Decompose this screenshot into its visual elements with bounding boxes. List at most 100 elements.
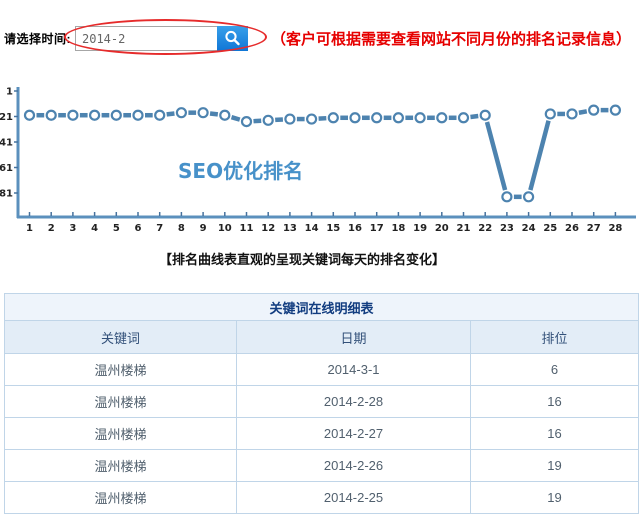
x-axis-label: 12 [261,223,275,234]
x-axis-label: 5 [113,223,120,234]
column-header: 排位 [469,320,640,354]
table-row: 温州楼梯 2014-3-1 6 [4,353,640,386]
data-point-marker [240,115,253,128]
chart-title: SEO优化排名 [178,159,303,183]
column-header: 关键词 [4,320,237,354]
x-axis-label: 16 [348,223,362,234]
chart-line-segment [578,109,588,115]
data-point-marker [392,112,404,124]
table-row: 温州楼梯 2014-2-28 16 [4,385,640,418]
x-axis-label: 11 [240,223,254,234]
data-point-marker [132,109,144,121]
data-point-marker [457,112,470,124]
table-header-row: 关键词 日期 排位 [4,320,640,354]
date-input[interactable] [75,26,217,51]
table-title: 关键词在线明细表 [3,293,640,321]
date-cell: 2014-2-27 [236,417,471,450]
x-axis-label: 22 [478,223,492,234]
table-title-row: 关键词在线明细表 [3,293,640,321]
x-axis-label: 17 [370,223,384,234]
x-axis-label: 23 [500,223,514,234]
data-point-marker [110,109,122,121]
x-axis-label: 13 [283,223,297,234]
data-point-marker [45,109,57,121]
keyword-detail-table: 关键词在线明细表 关键词 日期 排位 温州楼梯 2014-3-1 6 温州楼梯 2014-2… [3,293,640,514]
table-row: 温州楼梯 2014-2-25 19 [4,481,640,514]
search-button[interactable] [217,26,248,51]
data-point-marker [67,109,79,121]
chart-line-segment [470,113,479,120]
data-point-marker [88,109,101,121]
data-point-marker [544,108,556,120]
x-axis-label: 25 [543,223,557,234]
data-point-marker [219,109,231,121]
data-point-marker [414,112,426,124]
data-point-marker [522,191,535,203]
data-point-marker [175,107,187,119]
date-cell: 2014-3-1 [236,353,471,386]
y-axis-label: 1 [6,87,13,98]
data-point-marker [349,112,361,124]
x-axis-label: 19 [413,223,427,234]
x-axis-label: 3 [69,223,76,234]
chart-line-segment [166,111,175,117]
y-axis-label: 61 [0,163,13,174]
rank-cell: 19 [469,481,640,514]
x-axis-label: 1 [26,223,33,234]
rank-cell: 16 [469,417,640,450]
rank-cell: 16 [469,385,640,418]
x-axis-label: 18 [391,223,405,234]
date-filter-label: 请选择时间: [4,32,71,46]
y-axis-label: 81 [0,189,13,200]
x-axis-label: 6 [135,223,142,234]
x-axis-label: 26 [565,223,579,234]
rank-cell: 19 [469,449,640,482]
x-axis-label: 15 [326,223,340,234]
chart-line-segment [230,115,241,122]
date-cell: 2014-2-26 [236,449,471,482]
data-point-marker [327,112,339,124]
chart-caption: 【排名曲线表直观的呈现关键词每天的排名变化】 [158,252,445,267]
chart-line-segment [209,111,219,117]
x-axis-label: 7 [156,223,163,234]
x-axis-label: 20 [435,223,449,234]
chart-line-segment [484,121,508,191]
column-header: 日期 [236,320,471,354]
keyword-cell: 温州楼梯 [4,417,237,450]
data-point-marker [566,108,578,120]
data-point-marker [262,114,274,126]
chart-line-segment [528,120,551,191]
date-filter-bar: 请选择时间: （客户可根据需要查看网站不同月份的排名记录信息） [0,0,642,70]
x-axis-label: 9 [200,223,207,234]
keyword-cell: 温州楼梯 [4,481,237,514]
data-point-marker [23,109,36,121]
keyword-cell: 温州楼梯 [4,353,237,386]
data-point-marker [154,109,166,121]
keyword-cell: 温州楼梯 [4,449,237,482]
data-point-marker [306,113,318,125]
x-axis-label: 14 [305,223,319,234]
data-point-marker [609,104,622,116]
data-point-marker [197,107,209,119]
data-point-marker [501,191,513,203]
data-point-marker [371,112,383,124]
x-axis-label: 27 [587,223,601,234]
x-axis-label: 8 [178,223,185,234]
search-icon [225,30,240,46]
y-axis-label: 21 [0,112,13,123]
table-row: 温州楼梯 2014-2-26 19 [4,449,640,482]
x-axis-label: 24 [522,223,536,234]
rank-cell: 6 [469,353,640,386]
data-point-marker [588,104,600,116]
keyword-cell: 温州楼梯 [4,385,237,418]
x-axis-label: 4 [91,223,98,234]
table-row: 温州楼梯 2014-2-27 16 [4,417,640,450]
date-cell: 2014-2-28 [236,385,471,418]
x-axis-label: 28 [608,223,622,234]
data-point-marker [479,109,491,121]
x-axis-label: 21 [457,223,471,234]
data-point-marker [436,112,448,124]
x-axis-label: 10 [218,223,232,234]
